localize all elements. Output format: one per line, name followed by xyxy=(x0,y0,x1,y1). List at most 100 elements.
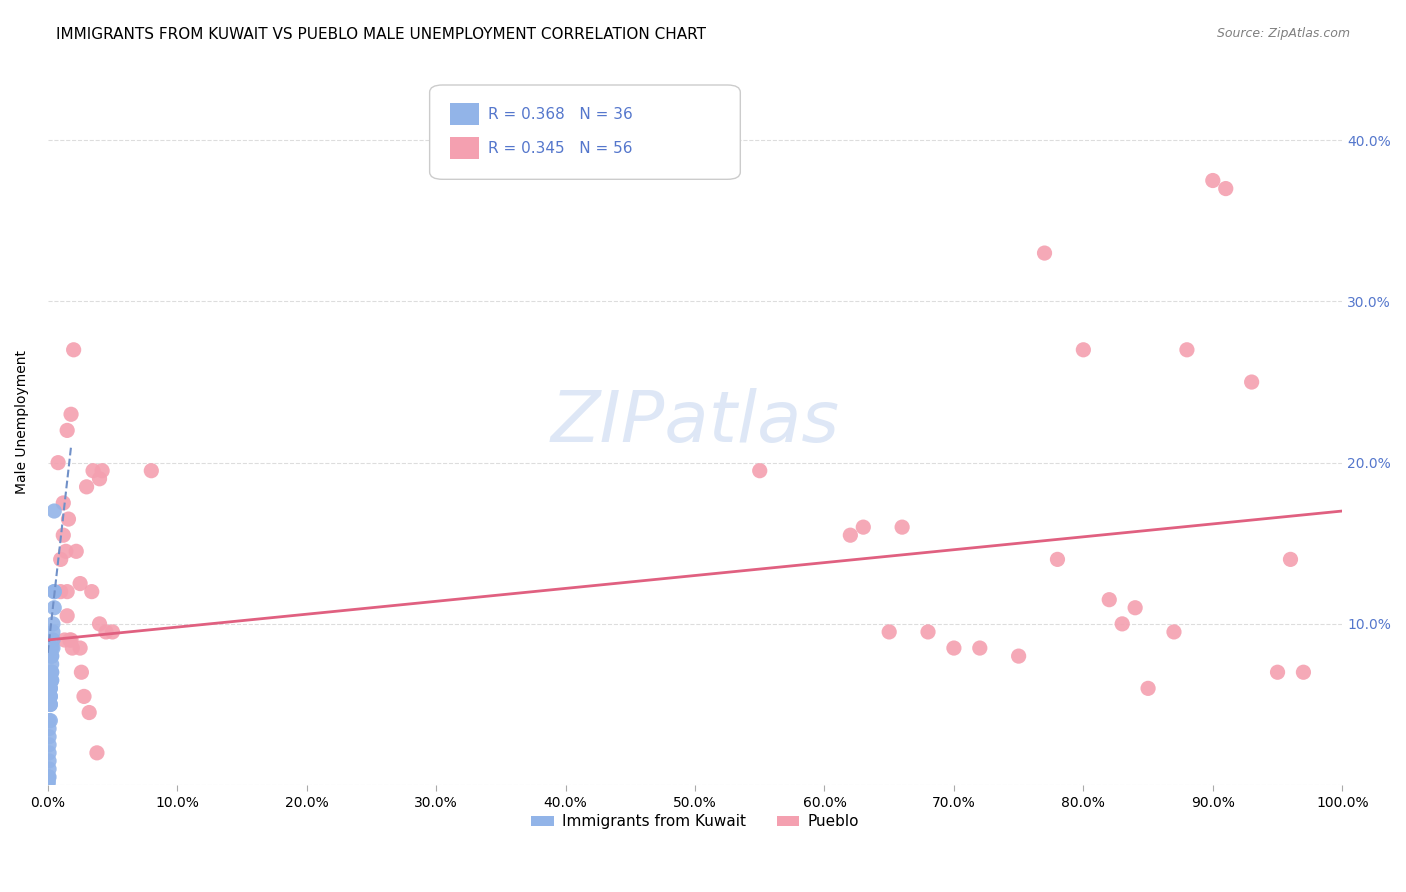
Point xyxy=(38,738,60,752)
Point xyxy=(38,754,60,768)
Point xyxy=(44,584,66,599)
Point xyxy=(1279,552,1302,566)
Point xyxy=(42,624,65,639)
Point xyxy=(37,778,59,792)
Point xyxy=(141,464,163,478)
Point xyxy=(37,770,59,784)
Point xyxy=(58,512,80,526)
Point xyxy=(59,632,82,647)
Point xyxy=(41,673,63,688)
Point xyxy=(38,730,60,744)
Point xyxy=(39,673,62,688)
Point xyxy=(1215,181,1237,195)
Point xyxy=(65,544,87,558)
Point xyxy=(41,657,63,672)
Point xyxy=(41,649,63,664)
Text: IMMIGRANTS FROM KUWAIT VS PUEBLO MALE UNEMPLOYMENT CORRELATION CHART: IMMIGRANTS FROM KUWAIT VS PUEBLO MALE UN… xyxy=(56,27,706,42)
FancyBboxPatch shape xyxy=(430,85,741,179)
Point xyxy=(1098,592,1121,607)
Point xyxy=(55,544,77,558)
Point xyxy=(891,520,914,534)
Point xyxy=(53,632,76,647)
Point xyxy=(1267,665,1289,680)
Point xyxy=(39,690,62,704)
Point xyxy=(60,632,83,647)
Point xyxy=(86,746,108,760)
Point xyxy=(91,464,114,478)
Point xyxy=(39,698,62,712)
Point xyxy=(52,528,75,542)
Point xyxy=(852,520,875,534)
Point xyxy=(38,770,60,784)
Point xyxy=(38,746,60,760)
Point xyxy=(41,665,63,680)
Point xyxy=(1202,173,1225,187)
Point xyxy=(69,576,91,591)
Point xyxy=(1240,375,1263,389)
Point xyxy=(1123,600,1146,615)
Point xyxy=(89,472,111,486)
Point xyxy=(42,641,65,656)
Point xyxy=(70,665,93,680)
Point xyxy=(39,698,62,712)
Point xyxy=(41,649,63,664)
Legend: Immigrants from Kuwait, Pueblo: Immigrants from Kuwait, Pueblo xyxy=(526,808,865,836)
Point xyxy=(56,424,79,438)
Text: Source: ZipAtlas.com: Source: ZipAtlas.com xyxy=(1216,27,1350,40)
Point xyxy=(839,528,862,542)
Point xyxy=(1175,343,1198,357)
Text: R = 0.368   N = 36: R = 0.368 N = 36 xyxy=(488,106,633,121)
Point xyxy=(1046,552,1069,566)
Point xyxy=(44,584,66,599)
FancyBboxPatch shape xyxy=(450,103,479,125)
Point xyxy=(37,775,59,789)
Point xyxy=(80,584,103,599)
Point xyxy=(49,584,72,599)
Point xyxy=(60,641,83,656)
Point xyxy=(89,616,111,631)
Point xyxy=(1163,624,1185,639)
Point xyxy=(60,407,83,421)
Point xyxy=(41,673,63,688)
Point xyxy=(41,641,63,656)
Point xyxy=(49,552,72,566)
Point xyxy=(38,722,60,736)
Point xyxy=(37,778,59,792)
Point xyxy=(877,624,900,639)
Point xyxy=(38,762,60,776)
Point xyxy=(1033,246,1056,260)
Point xyxy=(76,480,98,494)
Point xyxy=(39,714,62,728)
Point xyxy=(42,616,65,631)
Point xyxy=(42,632,65,647)
Point xyxy=(1111,616,1133,631)
FancyBboxPatch shape xyxy=(450,137,479,159)
Point xyxy=(748,464,770,478)
Point xyxy=(39,681,62,696)
Point xyxy=(56,584,79,599)
Point xyxy=(94,624,117,639)
Point xyxy=(52,496,75,510)
Y-axis label: Male Unemployment: Male Unemployment xyxy=(15,351,30,494)
Point xyxy=(62,343,84,357)
Point xyxy=(56,608,79,623)
Point xyxy=(39,681,62,696)
Point xyxy=(44,600,66,615)
Point xyxy=(1292,665,1315,680)
Point xyxy=(969,641,991,656)
Point xyxy=(73,690,96,704)
Point xyxy=(46,456,69,470)
Point xyxy=(39,690,62,704)
Text: R = 0.345   N = 56: R = 0.345 N = 56 xyxy=(488,141,633,155)
Point xyxy=(917,624,939,639)
Point xyxy=(69,641,91,656)
Point xyxy=(1137,681,1160,696)
Point xyxy=(38,714,60,728)
Point xyxy=(44,504,66,518)
Text: ZIPatlas: ZIPatlas xyxy=(551,388,839,457)
Point xyxy=(101,624,124,639)
Point xyxy=(1007,649,1029,664)
Point xyxy=(77,706,100,720)
Point xyxy=(942,641,965,656)
Point xyxy=(82,464,104,478)
